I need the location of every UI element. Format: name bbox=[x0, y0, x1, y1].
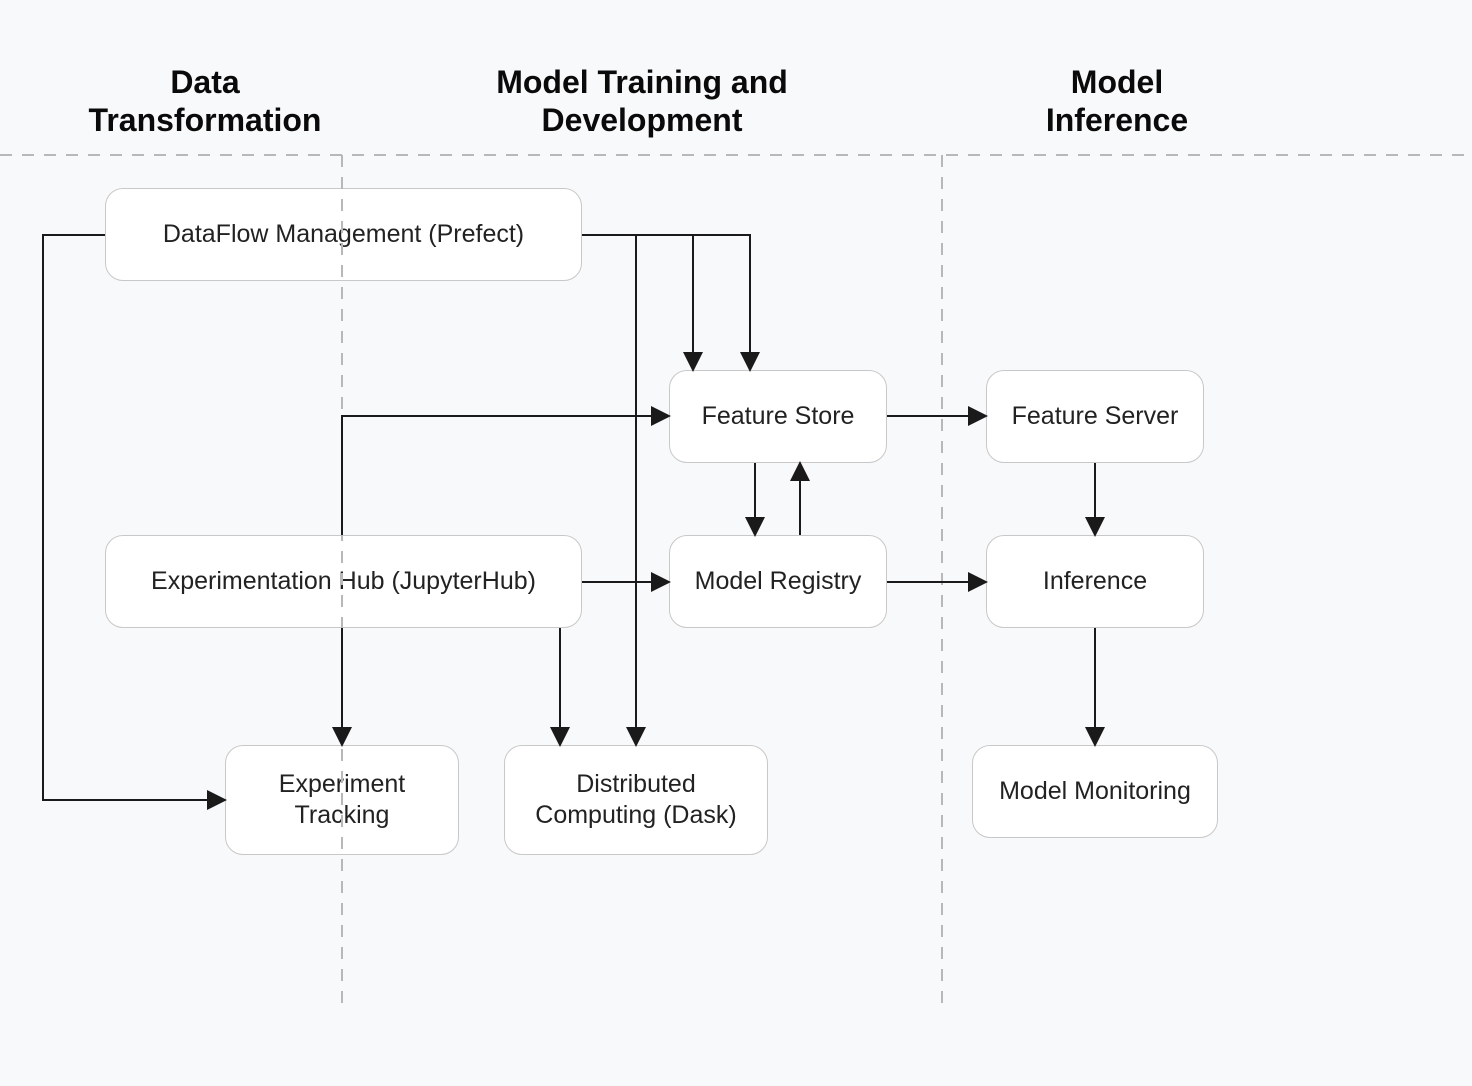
section-header-train: Model Training and Development bbox=[452, 63, 832, 140]
section-header-infer: Model Inference bbox=[1012, 63, 1222, 140]
section-header-line2: Transformation bbox=[89, 102, 322, 138]
node-exptrack: Experiment Tracking bbox=[225, 745, 459, 855]
node-fserver: Feature Server bbox=[986, 370, 1204, 463]
node-label: Model Monitoring bbox=[999, 776, 1191, 807]
node-label: Experimentation Hub (JupyterHub) bbox=[151, 566, 536, 597]
node-dataflow: DataFlow Management (Prefect) bbox=[105, 188, 582, 281]
section-header-line1: Model Training and bbox=[496, 64, 788, 100]
node-mreg: Model Registry bbox=[669, 535, 887, 628]
section-header-line2: Development bbox=[542, 102, 743, 138]
node-label: Experiment Tracking bbox=[244, 769, 440, 832]
node-inference: Inference bbox=[986, 535, 1204, 628]
node-label: Distributed Computing (Dask) bbox=[523, 769, 749, 832]
section-header-line1: Data bbox=[170, 64, 239, 100]
diagram-canvas: Data Transformation Model Training and D… bbox=[0, 0, 1472, 1086]
node-monitor: Model Monitoring bbox=[972, 745, 1218, 838]
node-exphub: Experimentation Hub (JupyterHub) bbox=[105, 535, 582, 628]
node-label: Feature Server bbox=[1012, 401, 1179, 432]
node-label: DataFlow Management (Prefect) bbox=[163, 219, 524, 250]
node-label: Model Registry bbox=[695, 566, 862, 597]
section-header-data: Data Transformation bbox=[70, 63, 340, 140]
section-header-line1: Model bbox=[1071, 64, 1163, 100]
node-label: Inference bbox=[1043, 566, 1147, 597]
node-fstore: Feature Store bbox=[669, 370, 887, 463]
node-distcomp: Distributed Computing (Dask) bbox=[504, 745, 768, 855]
section-header-line2: Inference bbox=[1046, 102, 1188, 138]
node-label: Feature Store bbox=[702, 401, 855, 432]
